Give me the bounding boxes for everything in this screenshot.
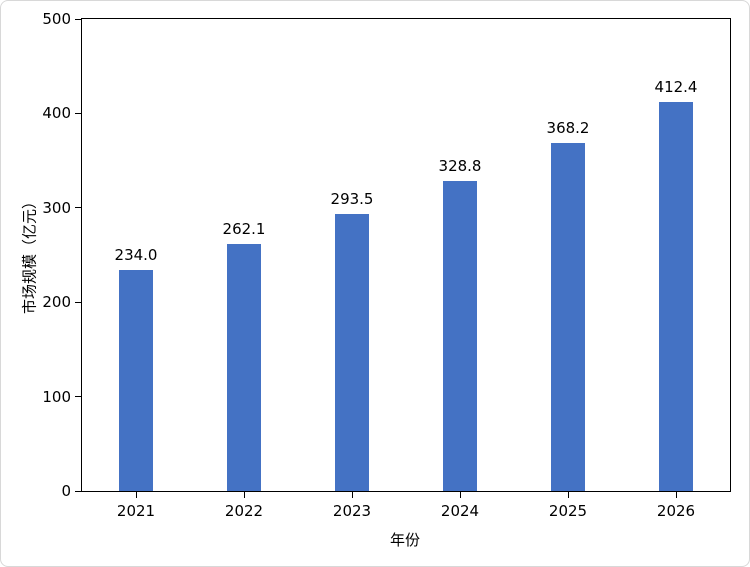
bar: [659, 101, 693, 491]
x-tick-mark: [351, 492, 353, 498]
plot-area: 0 100 200 300 400 500 234.0 2021 262.1 2022 293.5 2…: [42, 11, 731, 520]
y-tick-mark: [75, 112, 81, 114]
y-tick-mark: [75, 490, 81, 492]
bar: [227, 243, 261, 491]
bar: [443, 180, 477, 491]
x-tick-label: 2025: [548, 502, 588, 520]
y-tick-label: 300: [42, 198, 71, 217]
x-tick-label: 2023: [332, 502, 372, 520]
bar-value-label: 234.0: [114, 246, 158, 265]
y-tick-label: 0: [61, 482, 71, 500]
y-axis-title: 市场规模（亿元）: [20, 193, 39, 315]
y-tick-mark: [75, 207, 81, 209]
y-tick-mark: [75, 18, 81, 20]
bar: [551, 143, 585, 491]
y-tick-label: 200: [42, 293, 71, 312]
x-tick-mark: [243, 492, 245, 498]
y-tick-label: 500: [42, 10, 71, 28]
bar: [119, 270, 153, 491]
bar-value-label: 262.1: [222, 219, 266, 238]
x-tick-label: 2026: [656, 502, 696, 520]
x-tick-label: 2024: [440, 502, 480, 520]
x-tick-mark: [675, 492, 677, 498]
x-axis-title: 年份: [389, 531, 420, 549]
x-tick-mark: [459, 492, 461, 498]
y-tick-mark: [75, 396, 81, 398]
y-tick-label: 400: [42, 104, 71, 123]
bar-value-label: 368.2: [546, 119, 590, 138]
x-tick-label: 2022: [224, 502, 264, 520]
bar-value-label: 293.5: [330, 189, 374, 208]
x-tick-mark: [567, 492, 569, 498]
bar: [335, 213, 369, 491]
bar-value-label: 412.4: [654, 77, 698, 96]
x-tick-label: 2021: [116, 502, 156, 520]
bar-value-label: 328.8: [438, 156, 482, 175]
x-tick-mark: [135, 492, 137, 498]
y-tick-label: 100: [42, 387, 71, 406]
y-tick-mark: [75, 301, 81, 303]
